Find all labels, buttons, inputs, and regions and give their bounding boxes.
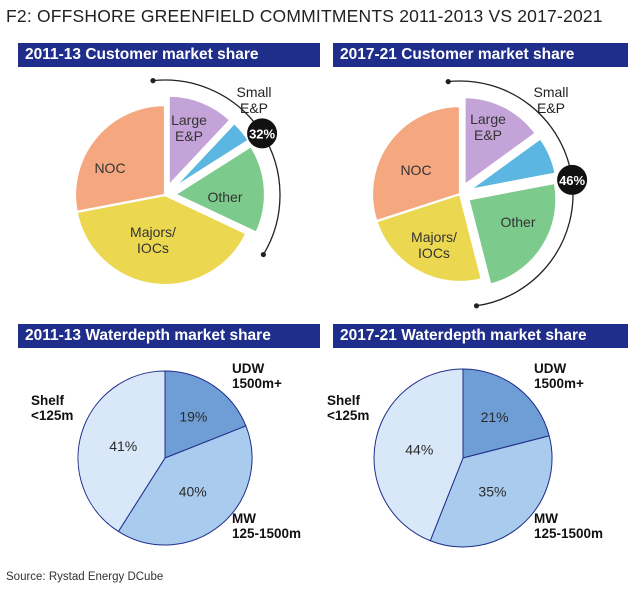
- pie-slice-udw-1500m-3: [462, 368, 550, 459]
- data-label-udw-1500m-2: 19%: [179, 408, 207, 424]
- pie-slice-noc-1: [370, 104, 462, 223]
- share-bracket-dot-end-1: [473, 303, 480, 309]
- category-label-shelf-125m-2: Shelf <125m: [31, 393, 73, 423]
- category-label-mw-125-1500m-3: MW 125-1500m: [534, 511, 603, 541]
- share-bracket-dot-start-1: [445, 79, 451, 85]
- panel-title-waterdepth-2017: 2017-21 Waterdepth market share: [333, 324, 628, 348]
- pie-label-small-e-p-0: Small E&P: [236, 84, 271, 116]
- pie-slice-majors-iocs-0: [75, 193, 248, 287]
- panel-title-customer-2017: 2017-21 Customer market share: [333, 43, 628, 67]
- pie-slice-majors-iocs-1: [375, 192, 483, 284]
- pie-slice-small-e-p-1: [468, 137, 557, 192]
- data-label-mw-125-1500m-3: 35%: [478, 483, 506, 499]
- pie-slice-large-e-p-0: [167, 94, 232, 187]
- pie-slice-shelf-125m-2: [77, 370, 166, 532]
- category-label-mw-125-1500m-2: MW 125-1500m: [232, 511, 301, 541]
- panel-title-waterdepth-2011: 2011-13 Waterdepth market share: [18, 324, 320, 348]
- share-bracket-dot-start-0: [150, 78, 156, 84]
- data-label-udw-1500m-3: 21%: [481, 409, 509, 425]
- pie-slice-mw-125-1500m-2: [117, 425, 253, 546]
- share-badge-1: [557, 164, 588, 195]
- data-label-mw-125-1500m-2: 40%: [179, 484, 207, 500]
- data-label-shelf-125m-3: 44%: [405, 442, 433, 458]
- category-label-shelf-125m-3: Shelf <125m: [327, 393, 369, 423]
- source-note: Source: Rystad Energy DCube: [6, 571, 164, 583]
- share-badge-0: [247, 118, 278, 149]
- pie-slice-udw-1500m-2: [164, 370, 247, 459]
- pie-slice-noc-0: [73, 103, 167, 213]
- pie-slice-shelf-125m-3: [373, 368, 464, 542]
- pie-label-majors-iocs-0: Majors/IOCs: [130, 224, 176, 256]
- category-label-udw-1500m-3: UDW 1500m+: [534, 361, 584, 391]
- pie-label-majors-iocs-1: Majors/IOCs: [411, 229, 457, 261]
- share-badge-label-0: 32%: [249, 126, 275, 141]
- pie-label-noc-1: NOC: [400, 162, 431, 178]
- pie-label-other-0: Other: [207, 189, 242, 205]
- category-label-udw-1500m-2: UDW 1500m+: [232, 361, 282, 391]
- data-label-shelf-125m-2: 41%: [109, 438, 137, 454]
- pie-slice-small-e-p-0: [171, 121, 250, 190]
- pie-slice-large-e-p-1: [463, 95, 537, 187]
- pie-label-small-e-p-1: Small E&P: [533, 84, 568, 116]
- pie-label-noc-0: NOC: [94, 160, 125, 176]
- pie-label-other-1: Other: [500, 214, 535, 230]
- figure-title: F2: OFFSHORE GREENFIELD COMMITMENTS 2011…: [6, 6, 603, 26]
- pie-label-large-e-p-0: Large E&P: [171, 112, 207, 144]
- pie-slice-mw-125-1500m-3: [429, 435, 553, 548]
- panel-title-customer-2011: 2011-13 Customer market share: [18, 43, 320, 67]
- pie-label-large-e-p-1: Large E&P: [470, 111, 506, 143]
- share-bracket-dot-end-0: [260, 251, 266, 258]
- share-badge-label-1: 46%: [559, 173, 585, 188]
- pie-slice-other-0: [173, 145, 267, 234]
- pie-slice-other-1: [467, 181, 558, 286]
